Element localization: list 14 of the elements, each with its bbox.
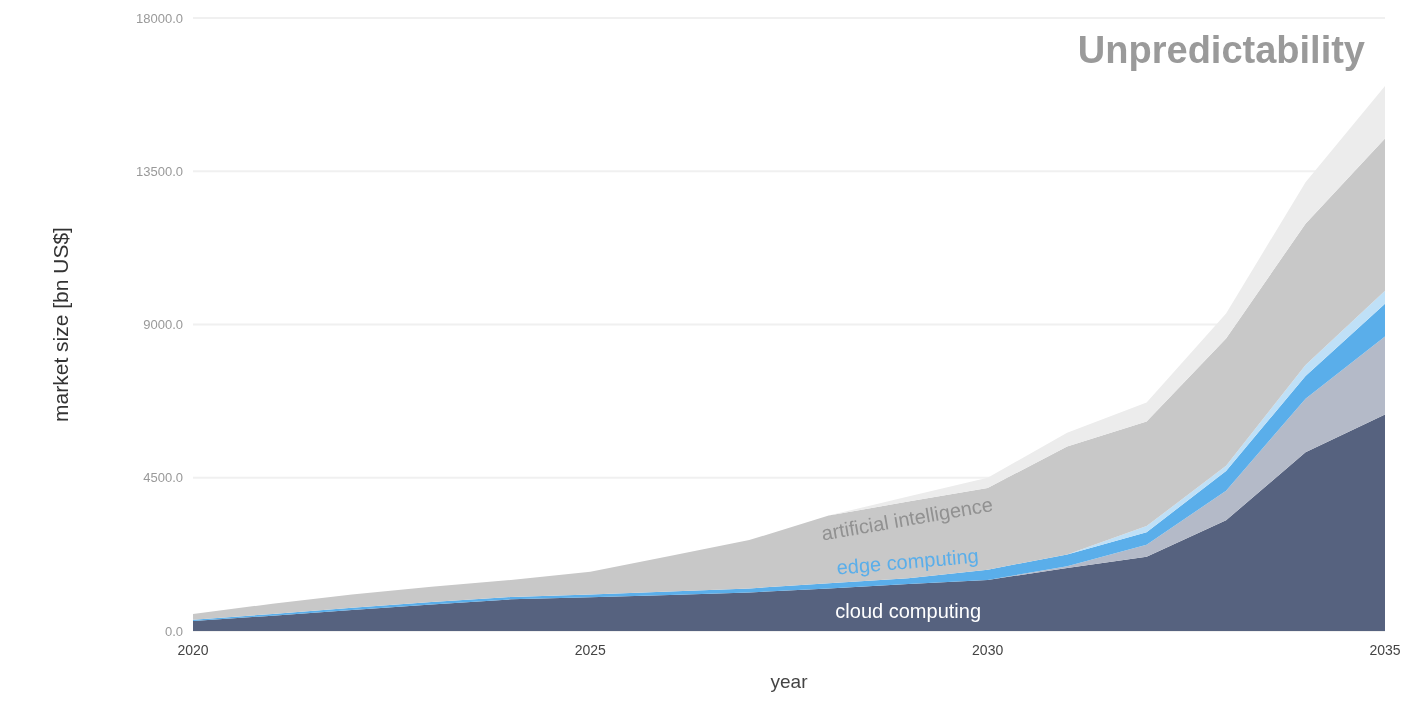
x-tick-label: 2025 — [574, 642, 607, 658]
series-label: cloud computing — [835, 599, 982, 622]
x-tick-label: 2020 — [177, 642, 209, 658]
x-tick-label: 2035 — [1369, 642, 1401, 658]
y-tick-label: 4500.0 — [143, 470, 183, 486]
x-tick-label: 2030 — [972, 642, 1004, 658]
y-axis-title: market size [bn US$] — [49, 227, 72, 422]
y-tick-label: 18000.0 — [136, 10, 183, 26]
y-tick-label: 9000.0 — [143, 317, 183, 333]
x-axis-title: year — [770, 671, 809, 692]
y-tick-label: 13500.0 — [136, 163, 183, 179]
y-tick-label: 0.0 — [164, 623, 183, 639]
series-label: edge computing — [835, 544, 980, 579]
chart-title: Unpredictability — [1077, 29, 1365, 71]
